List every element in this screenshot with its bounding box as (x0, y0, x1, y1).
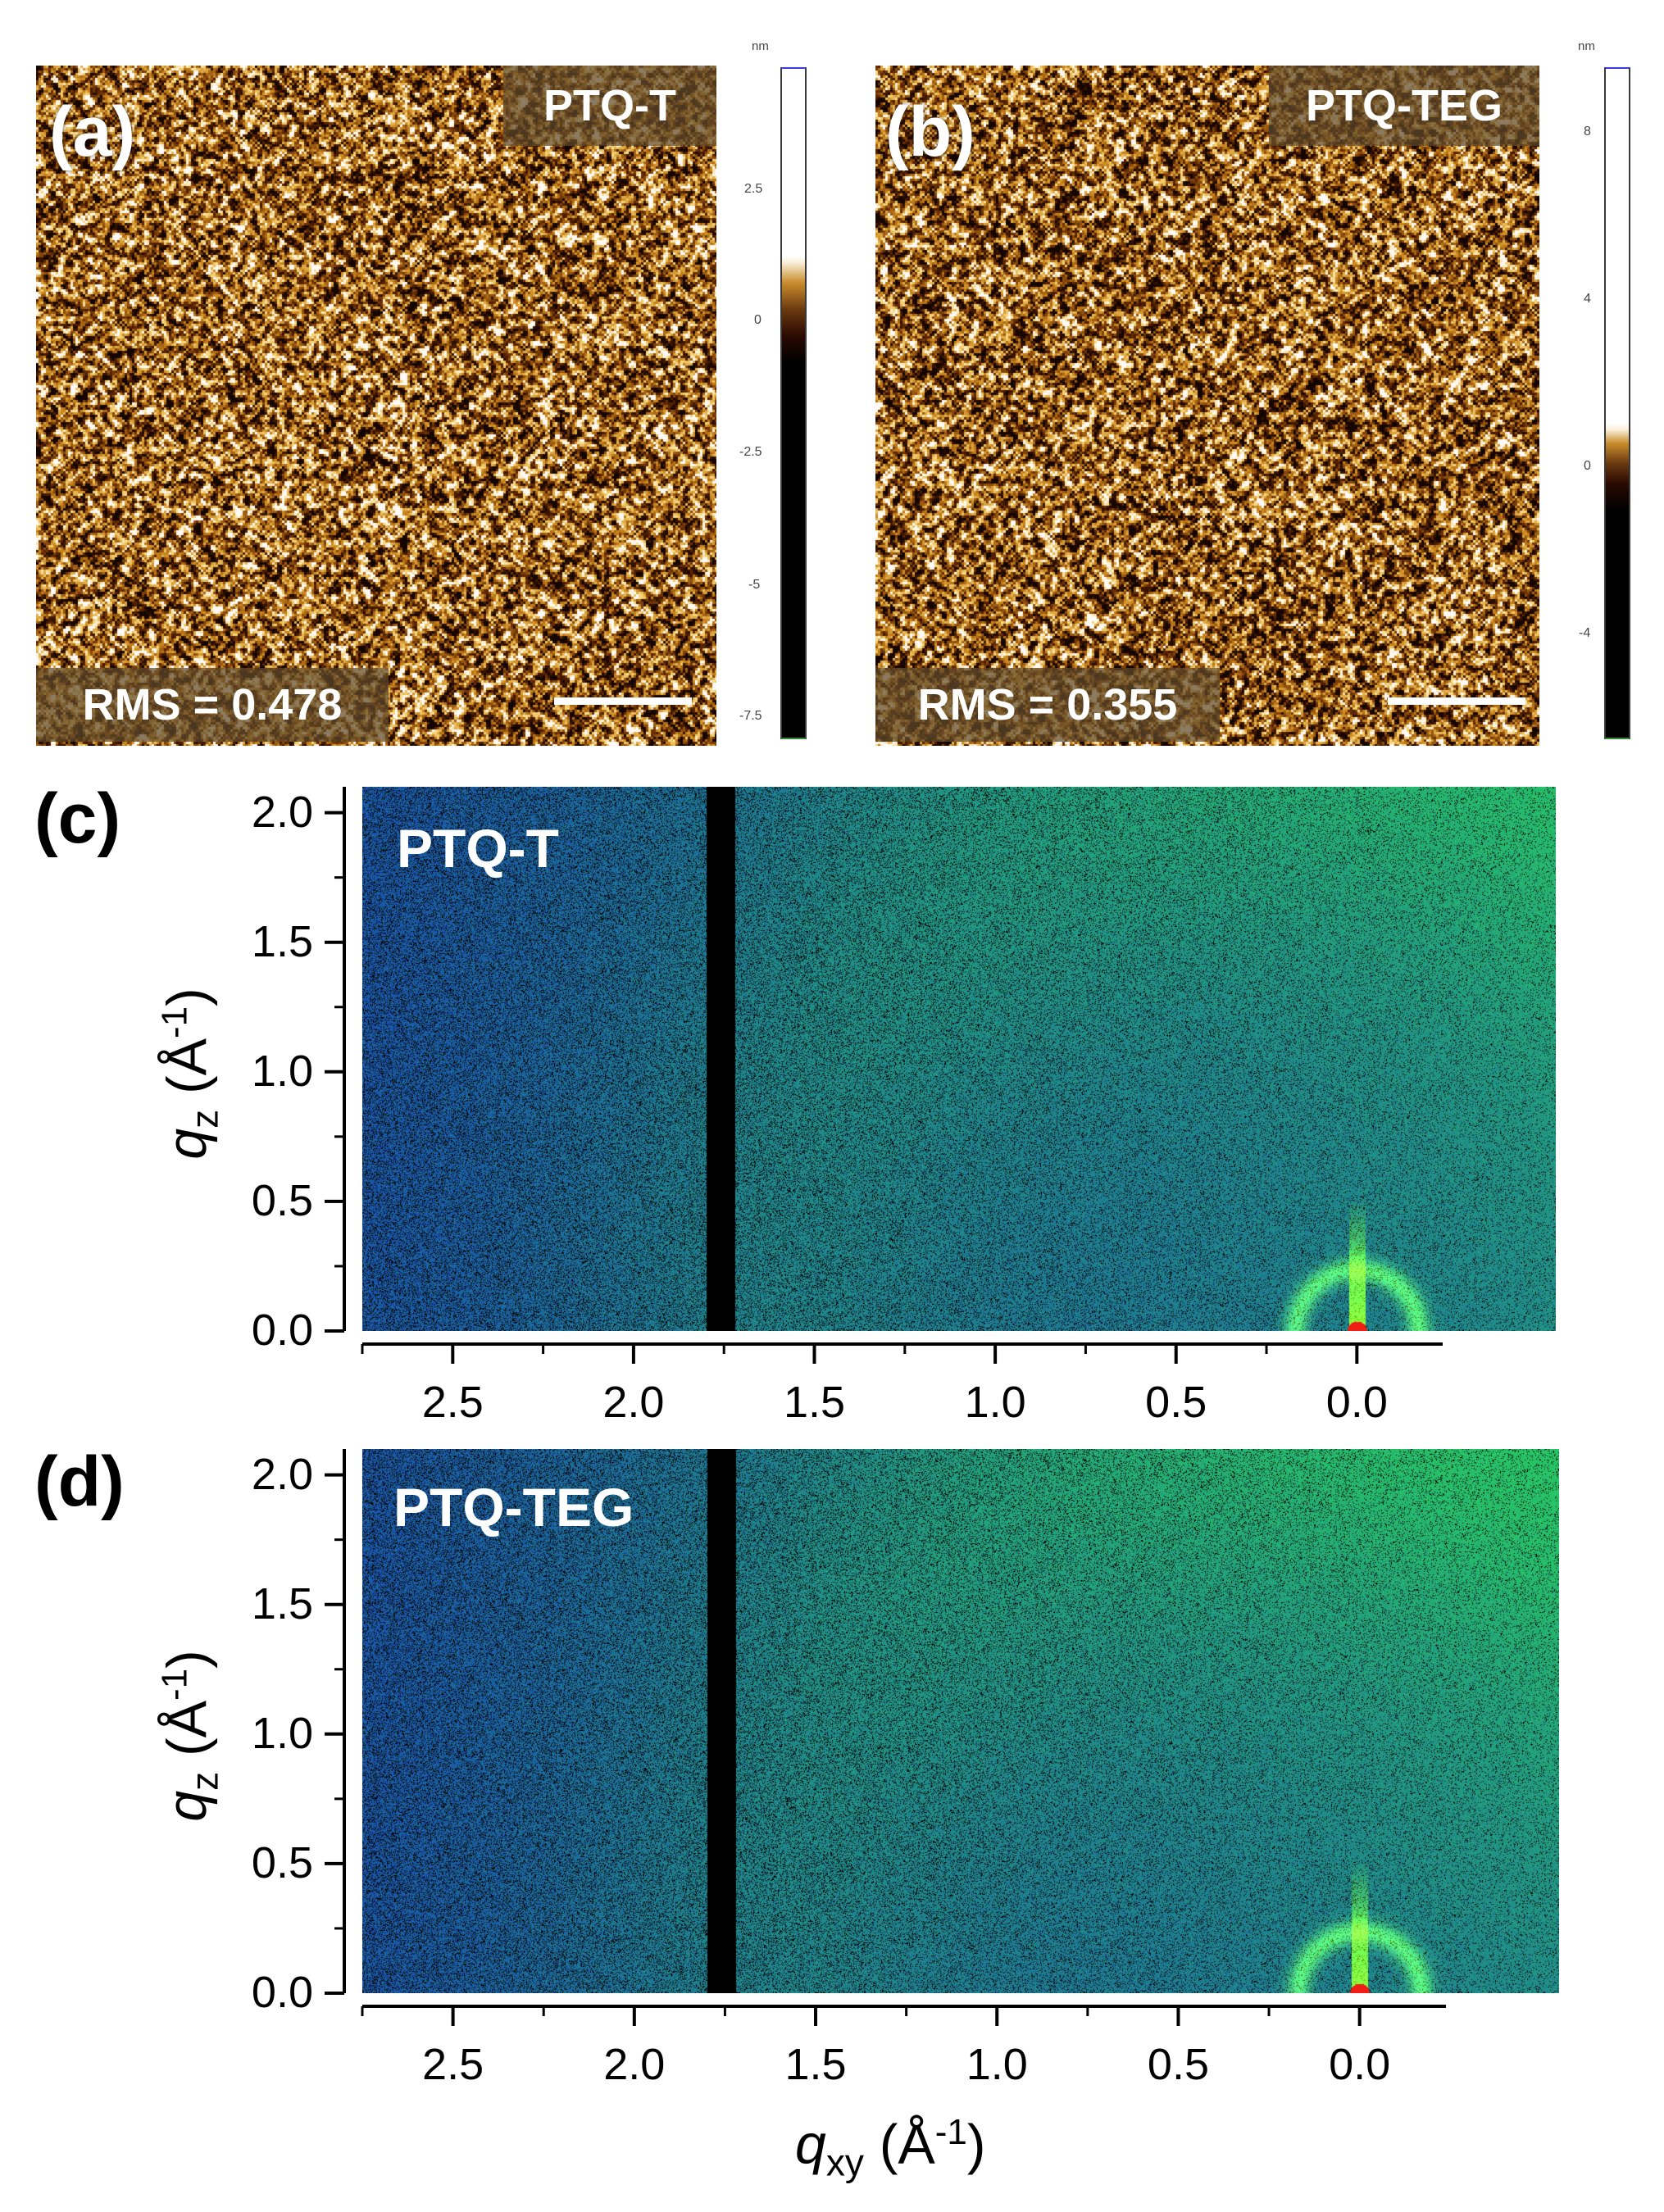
y-tick-label-d-2: 1.0 (251, 1708, 313, 1758)
y-axis-exp-d: -1 (154, 1668, 195, 1701)
afm-rms-a: RMS = 0.478 (36, 668, 389, 742)
y-axis-unit-d: (Å (156, 1701, 219, 1757)
afm-height-map-a (36, 66, 716, 746)
x-tick-label-c-2: 1.5 (783, 1378, 846, 1427)
panel-label-d: (d) (34, 1442, 125, 1521)
x-tick-label-d-3: 1.0 (966, 2040, 1028, 2089)
x-axis-unit: (Å (879, 2113, 935, 2176)
y-tick-label-d-3: 0.5 (251, 1837, 313, 1887)
x-tick-label-c-1: 2.0 (602, 1378, 665, 1427)
panel-label-c: (c) (34, 779, 121, 858)
x-tick-label-c-3: 1.0 (964, 1378, 1026, 1427)
y-tick-label-c-4: 0.0 (251, 1306, 313, 1355)
x-tick-label-c-4: 0.5 (1145, 1378, 1207, 1427)
afm-height-map-b (875, 66, 1539, 746)
colorbar-tick-b-3: -4 (1579, 626, 1591, 640)
y-axis-var-d: q (156, 1790, 219, 1822)
x-axis-sub: xy (825, 2141, 864, 2184)
x-tick-label-c-5: 0.0 (1325, 1378, 1388, 1427)
y-axis-sub-d: z (183, 1771, 226, 1791)
afm-scale-bar-a (554, 697, 692, 705)
giwaxs-sample-label-d: PTQ-TEG (393, 1477, 634, 1537)
colorbar-tick-a-4: -7.5 (739, 709, 762, 723)
giwaxs-map-d: PTQ-TEG (362, 1449, 1559, 1993)
colorbar-tick-a-1: 0 (754, 313, 762, 327)
giwaxs-heatmap-c (362, 787, 1556, 1331)
colorbar-tick-a-0: 2.5 (744, 182, 763, 196)
y-tick-label-c-0: 2.0 (251, 787, 313, 837)
colorbar-tick-b-0: 8 (1584, 125, 1591, 139)
afm-sample-label-b: PTQ-TEG (1269, 66, 1539, 146)
colorbar-unit-a: nm (752, 39, 769, 53)
colorbar-tick-b-2: 0 (1584, 459, 1591, 473)
x-tick-label-d-1: 2.0 (603, 2040, 666, 2089)
afm-image-a: PTQ-T RMS = 0.478 (36, 66, 716, 746)
y-tick-label-c-2: 1.0 (251, 1046, 313, 1096)
giwaxs-map-c: PTQ-T (362, 787, 1556, 1331)
panel-label-a: (a) (49, 93, 136, 171)
giwaxs-heatmap-d (362, 1449, 1559, 1993)
x-tick-label-d-2: 1.5 (784, 2040, 847, 2089)
x-axis-var: q (795, 2113, 826, 2176)
afm-image-b: PTQ-TEG RMS = 0.355 (875, 66, 1539, 746)
x-tick-label-c-0: 2.5 (421, 1378, 484, 1427)
y-tick-label-d-4: 0.0 (251, 1968, 313, 2017)
panel-label-b: (b) (885, 93, 975, 171)
y-tick-label-c-3: 0.5 (251, 1175, 313, 1225)
colorbar-tick-a-3: -5 (748, 578, 761, 592)
y-axis-close-d: ) (156, 1650, 219, 1669)
x-tick-label-d-5: 0.0 (1329, 2040, 1391, 2089)
x-axis-title: qxy (Å-1) (795, 2112, 986, 2184)
x-tick-label-d-0: 2.5 (422, 2040, 484, 2089)
giwaxs-sample-label-c: PTQ-T (397, 818, 559, 879)
x-axis-exp: -1 (934, 2112, 967, 2152)
x-tick-label-d-4: 0.5 (1147, 2040, 1209, 2089)
y-tick-label-c-1: 1.5 (251, 916, 313, 966)
y-axis-title-d: qz (Å-1) (154, 1650, 226, 1822)
colorbar-tick-a-2: -2.5 (739, 445, 762, 459)
y-tick-label-d-1: 1.5 (251, 1578, 313, 1628)
colorbar-gradient-a (780, 67, 807, 739)
afm-sample-label-a: PTQ-T (503, 66, 716, 146)
colorbar-unit-b: nm (1578, 39, 1595, 53)
x-axis-close: ) (966, 2113, 986, 2176)
afm-scale-bar-b (1388, 697, 1525, 705)
y-tick-label-d-0: 2.0 (251, 1449, 313, 1499)
colorbar-gradient-b (1604, 67, 1630, 739)
colorbar-tick-b-1: 4 (1584, 292, 1591, 306)
afm-rms-b: RMS = 0.355 (875, 668, 1220, 742)
